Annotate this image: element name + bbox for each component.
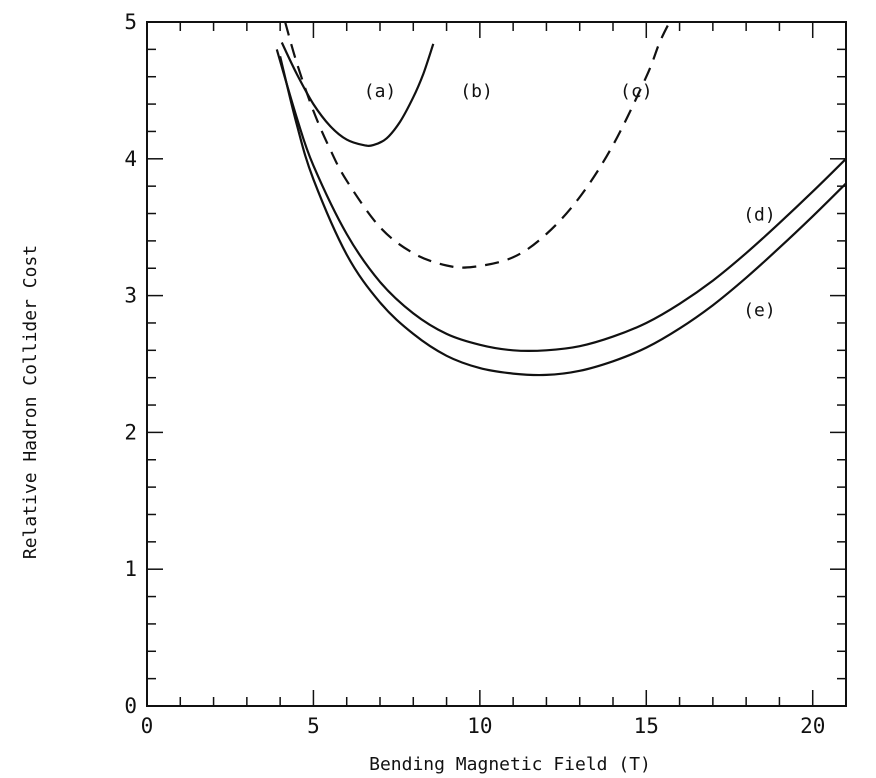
x-tick-label: 15 [634, 714, 659, 738]
axes [147, 22, 846, 706]
x-axis-title: Bending Magnetic Field (T) [369, 754, 651, 775]
x-tick-label: 0 [141, 714, 154, 738]
y-tick-label: 2 [124, 420, 137, 444]
y-tick-label: 1 [124, 557, 137, 581]
y-tick-label: 5 [124, 10, 137, 34]
x-tick-label: 10 [467, 714, 492, 738]
curve-label-a: (a) [364, 81, 397, 102]
y-tick-label: 4 [124, 147, 137, 171]
curve-label-b: (b) [460, 81, 493, 102]
series-curve-a [282, 43, 434, 146]
plot-frame [147, 22, 846, 706]
curve-label-d: (d) [743, 204, 776, 225]
y-axis-title: Relative Hadron Collider Cost [20, 245, 41, 559]
tick-labels: 0 5 10 15 20 0 1 2 3 4 5 [124, 10, 825, 738]
series-curve-c [285, 22, 669, 268]
tick-marks [147, 22, 846, 706]
x-tick-label: 5 [307, 714, 320, 738]
y-tick-label: 3 [124, 284, 137, 308]
curve-label-e: (e) [743, 300, 776, 321]
curve-labels: (a) (b) (c) (d) (e) [364, 81, 776, 321]
x-tick-label: 20 [800, 714, 825, 738]
y-tick-label: 0 [124, 694, 137, 718]
series-curves [277, 22, 846, 375]
curve-label-c: (c) [620, 81, 653, 102]
